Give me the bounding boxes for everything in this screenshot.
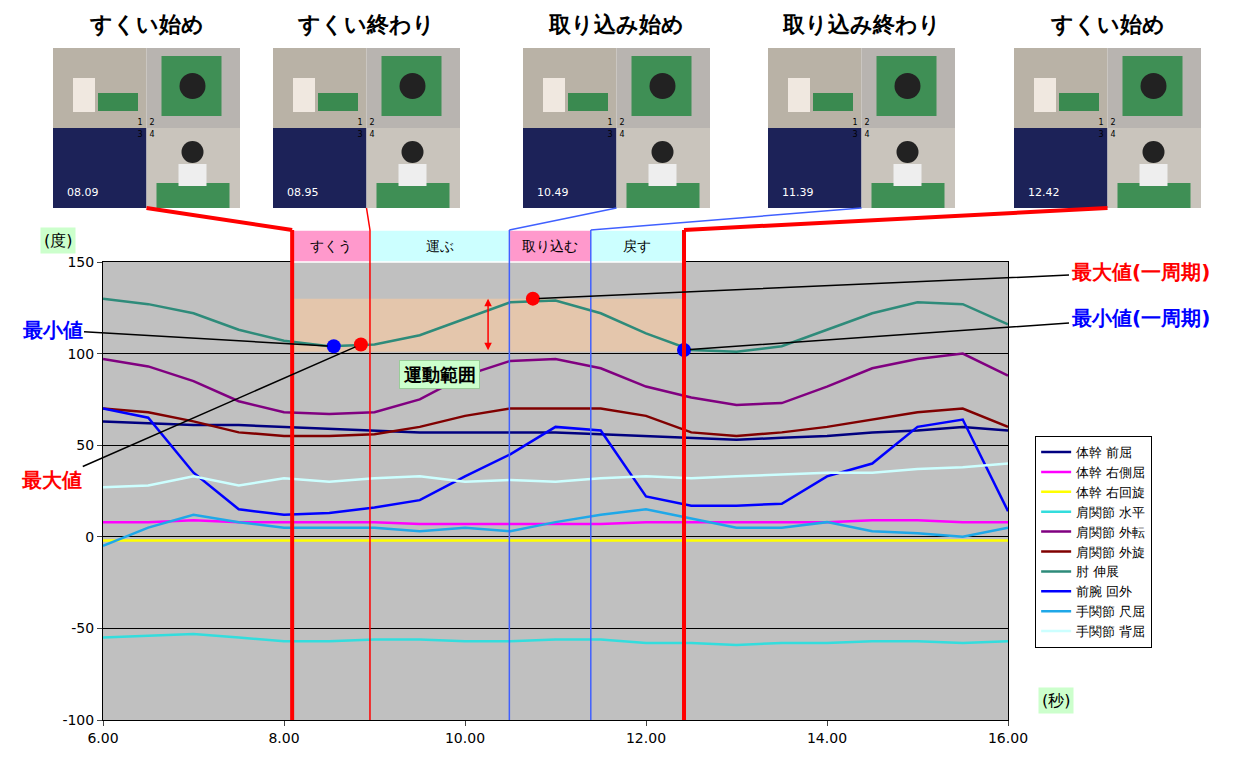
svg-text:1: 1	[137, 118, 142, 127]
svg-text:3: 3	[357, 130, 362, 139]
svg-text:前腕 回外: 前腕 回外	[1076, 584, 1132, 599]
svg-text:50: 50	[76, 437, 94, 453]
svg-text:最大値(一周期): 最大値(一周期)	[1071, 260, 1210, 284]
svg-text:1: 1	[1098, 118, 1103, 127]
svg-text:4: 4	[370, 130, 375, 139]
svg-text:肩関節 外旋: 肩関節 外旋	[1076, 545, 1145, 560]
svg-text:取り込み始め: 取り込み始め	[548, 12, 684, 37]
svg-text:-100: -100	[62, 712, 94, 728]
svg-text:手関節 尺屈: 手関節 尺屈	[1076, 604, 1145, 619]
svg-text:運ぶ: 運ぶ	[426, 238, 454, 254]
svg-text:-50: -50	[71, 620, 94, 636]
svg-text:10.00: 10.00	[445, 730, 485, 746]
svg-text:(度): (度)	[44, 231, 72, 250]
svg-text:12.42: 12.42	[1028, 186, 1060, 199]
svg-text:体幹 前屈: 体幹 前屈	[1076, 445, 1132, 460]
svg-text:2: 2	[150, 118, 155, 127]
svg-text:08.95: 08.95	[287, 186, 319, 199]
svg-text:肘 伸展: 肘 伸展	[1076, 564, 1119, 579]
svg-text:3: 3	[137, 130, 142, 139]
svg-text:10.49: 10.49	[537, 186, 569, 199]
svg-text:体幹 右回旋: 体幹 右回旋	[1076, 485, 1145, 500]
svg-text:すくい始め: すくい始め	[1050, 12, 1165, 37]
svg-text:取り込む: 取り込む	[522, 238, 578, 254]
svg-text:すくい終わり: すくい終わり	[297, 12, 435, 37]
svg-text:08.09: 08.09	[67, 186, 99, 199]
svg-text:150: 150	[67, 254, 94, 270]
svg-text:0: 0	[85, 529, 94, 545]
svg-text:1: 1	[607, 118, 612, 127]
svg-text:8.00: 8.00	[268, 730, 299, 746]
svg-text:14.00: 14.00	[807, 730, 847, 746]
svg-text:4: 4	[150, 130, 155, 139]
svg-text:1: 1	[852, 118, 857, 127]
svg-text:肩関節 水平: 肩関節 水平	[1076, 505, 1145, 520]
svg-text:12.00: 12.00	[626, 730, 666, 746]
svg-text:すくい始め: すくい始め	[89, 12, 204, 37]
svg-text:戻す: 戻す	[623, 238, 651, 254]
svg-text:2: 2	[370, 118, 375, 127]
svg-text:3: 3	[607, 130, 612, 139]
svg-text:すくう: すくう	[310, 238, 352, 254]
svg-text:2: 2	[620, 118, 625, 127]
svg-text:取り込み終わり: 取り込み終わり	[782, 12, 941, 37]
svg-text:手関節 背屈: 手関節 背屈	[1076, 624, 1145, 639]
svg-text:運動範囲: 運動範囲	[403, 364, 476, 385]
svg-text:2: 2	[1111, 118, 1116, 127]
svg-text:4: 4	[620, 130, 625, 139]
svg-text:2: 2	[865, 118, 870, 127]
svg-text:最大値: 最大値	[21, 468, 82, 492]
svg-text:最小値(一周期): 最小値(一周期)	[1071, 306, 1210, 330]
svg-text:11.39: 11.39	[782, 186, 814, 199]
svg-text:16.00: 16.00	[988, 730, 1028, 746]
svg-text:4: 4	[1111, 130, 1116, 139]
svg-text:最小値: 最小値	[22, 318, 83, 342]
svg-text:4: 4	[865, 130, 870, 139]
svg-text:3: 3	[852, 130, 857, 139]
svg-text:6.00: 6.00	[87, 730, 118, 746]
svg-text:1: 1	[357, 118, 362, 127]
svg-text:100: 100	[67, 346, 94, 362]
svg-text:体幹 右側屈: 体幹 右側屈	[1076, 465, 1145, 480]
svg-text:(秒): (秒)	[1042, 691, 1070, 710]
svg-text:3: 3	[1098, 130, 1103, 139]
svg-text:肩関節 外転: 肩関節 外転	[1076, 525, 1145, 540]
